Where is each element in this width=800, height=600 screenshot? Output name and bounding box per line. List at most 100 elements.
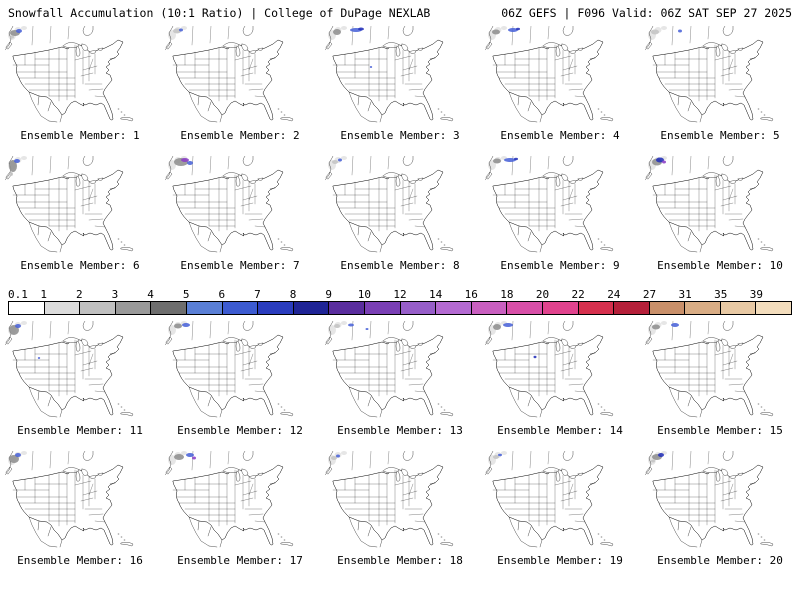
us-map [485, 26, 635, 126]
us-map [485, 321, 635, 421]
snow-accumulation-blob [658, 453, 664, 457]
snow-accumulation-blob [174, 454, 184, 460]
ensemble-member-label: Ensemble Member: 10 [657, 259, 783, 272]
colorbar-tick-label: 4 [147, 288, 154, 301]
us-map [325, 156, 475, 256]
colorbar-cell [542, 302, 579, 314]
snow-accumulation-blob [9, 172, 13, 176]
header: Snowfall Accumulation (10:1 Ratio) | Col… [0, 0, 800, 22]
ensemble-map-cell: Ensemble Member: 2 [165, 26, 315, 142]
colorbar-tick-label: 8 [289, 288, 297, 301]
ensemble-member-label: Ensemble Member: 13 [337, 424, 463, 437]
colorbar-section: 0.1 1 2 3 4 5 6 7 8 9 10 12 14 16 18 20 22 24 27 31 35 39 [8, 288, 792, 315]
snow-accumulation-blob [173, 28, 181, 34]
ensemble-map-cell: Ensemble Member: 14 [485, 321, 635, 437]
colorbar-labels: 0.1 1 2 3 4 5 6 7 8 9 10 12 14 16 18 20 22 24 27 31 35 39 [8, 288, 792, 301]
colorbar-tick-label: 35 [714, 288, 728, 301]
colorbar-tick-label: 24 [607, 288, 621, 301]
ensemble-map-cell: Ensemble Member: 11 [5, 321, 155, 437]
snow-accumulation-blob [504, 158, 516, 162]
ensemble-map-cell: Ensemble Member: 15 [645, 321, 795, 437]
colorbar-cell [222, 302, 259, 314]
ensemble-map-cell: Ensemble Member: 9 [485, 156, 635, 272]
colorbar-cell [756, 302, 792, 314]
ensemble-member-label: Ensemble Member: 4 [500, 129, 620, 142]
ensemble-map-cell: Ensemble Member: 13 [325, 321, 475, 437]
us-map [165, 451, 315, 551]
snow-accumulation-blob [493, 324, 501, 330]
snow-accumulation-blob [358, 27, 364, 31]
snow-accumulation-blob [37, 357, 41, 359]
us-map [325, 26, 475, 126]
colorbar-tick-label: 22 [571, 288, 585, 301]
colorbar-cell [151, 302, 187, 314]
ensemble-map-cell: Ensemble Member: 19 [485, 451, 635, 567]
snow-accumulation-blob [533, 355, 537, 359]
us-map [165, 156, 315, 256]
colorbar-cell [578, 302, 615, 314]
colorbar-tick-label: 39 [749, 288, 763, 301]
ensemble-map-cell: Ensemble Member: 12 [165, 321, 315, 437]
us-map [325, 451, 475, 551]
snow-accumulation-blob [14, 159, 20, 163]
colorbar-tick-label: 27 [642, 288, 657, 301]
ensemble-member-label: Ensemble Member: 17 [177, 554, 303, 567]
colorbar-tick-label: 10 [357, 288, 371, 301]
colorbar-cell [258, 302, 294, 314]
ensemble-member-label: Ensemble Member: 2 [180, 129, 300, 142]
ensemble-map-cell: Ensemble Member: 3 [325, 26, 475, 142]
snow-accumulation-blob [493, 158, 501, 164]
colorbar-cell [364, 302, 401, 314]
snow-accumulation-blob [671, 323, 679, 327]
snow-accumulation-blob [508, 28, 518, 32]
snow-accumulation-blob [651, 29, 659, 35]
snow-accumulation-blob [16, 29, 22, 33]
snow-accumulation-blob [9, 455, 19, 463]
ensemble-map-cell: Ensemble Member: 16 [5, 451, 155, 567]
snow-accumulation-blob [174, 323, 182, 329]
snow-accumulation-blob [503, 323, 513, 327]
colorbar [8, 301, 792, 315]
snow-accumulation-blob [186, 453, 194, 457]
colorbar-cell [80, 302, 116, 314]
colorbar-cell [329, 302, 365, 314]
colorbar-cell [436, 302, 472, 314]
colorbar-cell [720, 302, 757, 314]
colorbar-tick-label: 16 [464, 288, 478, 301]
ensemble-member-label: Ensemble Member: 18 [337, 554, 463, 567]
snow-accumulation-blob [498, 453, 502, 457]
ensemble-member-label: Ensemble Member: 11 [17, 424, 143, 437]
ensemble-grid-bottom: Ensemble Member: 11 Ensemble Member: 12 … [0, 321, 800, 581]
us-map [645, 26, 795, 126]
colorbar-tick-label: 14 [429, 288, 443, 301]
colorbar-cell [115, 302, 152, 314]
ensemble-member-label: Ensemble Member: 5 [660, 129, 780, 142]
snow-accumulation-blob [187, 161, 193, 165]
colorbar-tick-label: 5 [182, 288, 190, 301]
snow-accumulation-blob [331, 456, 337, 460]
colorbar-tick-label: 0.1 [8, 288, 28, 301]
snow-accumulation-blob [179, 28, 183, 32]
snow-accumulation-blob [652, 324, 660, 330]
colorbar-tick-label: 7 [254, 288, 261, 301]
colorbar-tick-label: 6 [218, 288, 226, 301]
snow-accumulation-blob [181, 158, 189, 162]
us-map [5, 451, 155, 551]
ensemble-member-label: Ensemble Member: 7 [180, 259, 300, 272]
us-map [165, 321, 315, 421]
snow-accumulation-blob [516, 27, 520, 31]
ensemble-member-label: Ensemble Member: 15 [657, 424, 783, 437]
colorbar-cell [685, 302, 721, 314]
snow-accumulation-blob [514, 157, 518, 161]
ensemble-member-label: Ensemble Member: 8 [340, 259, 460, 272]
snow-accumulation-blob [678, 29, 682, 33]
snow-accumulation-blob [651, 459, 655, 463]
us-map [645, 451, 795, 551]
us-map [5, 321, 155, 421]
snow-accumulation-blob [493, 455, 499, 459]
ensemble-map-cell: Ensemble Member: 4 [485, 26, 635, 142]
snow-accumulation-blob [365, 328, 369, 330]
ensemble-member-label: Ensemble Member: 9 [500, 259, 620, 272]
colorbar-cell [507, 302, 543, 314]
snow-accumulation-blob [492, 29, 500, 35]
